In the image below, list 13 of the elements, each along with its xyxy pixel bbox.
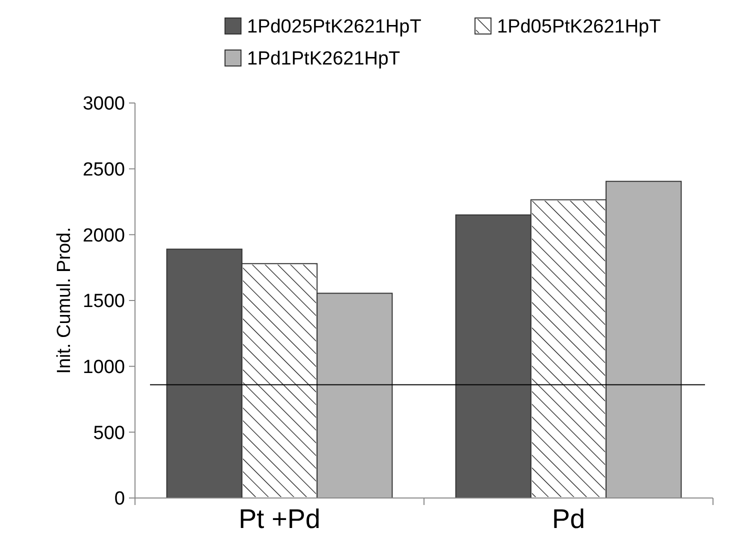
y-tick-label: 3000 [82,94,125,115]
y-tick-label: 2000 [82,225,125,246]
y-tick-label: 0 [114,488,125,510]
x-tick-label: Pt +Pd [238,504,320,534]
legend-label: 1Pd05PtK2621HpT [497,16,662,38]
y-axis-title: Init. Cumul. Prod. [54,227,75,374]
y-tick-label: 500 [93,422,125,444]
legend-label: 1Pd025PtK2621HpT [247,16,422,38]
y-tick-label: 2500 [82,159,125,180]
legend-label: 1Pd1PtK2621HpT [247,48,401,70]
x-tick-label: Pd [552,504,586,534]
y-tick-label: 1500 [82,291,125,312]
y-tick-label: 1000 [82,356,125,378]
